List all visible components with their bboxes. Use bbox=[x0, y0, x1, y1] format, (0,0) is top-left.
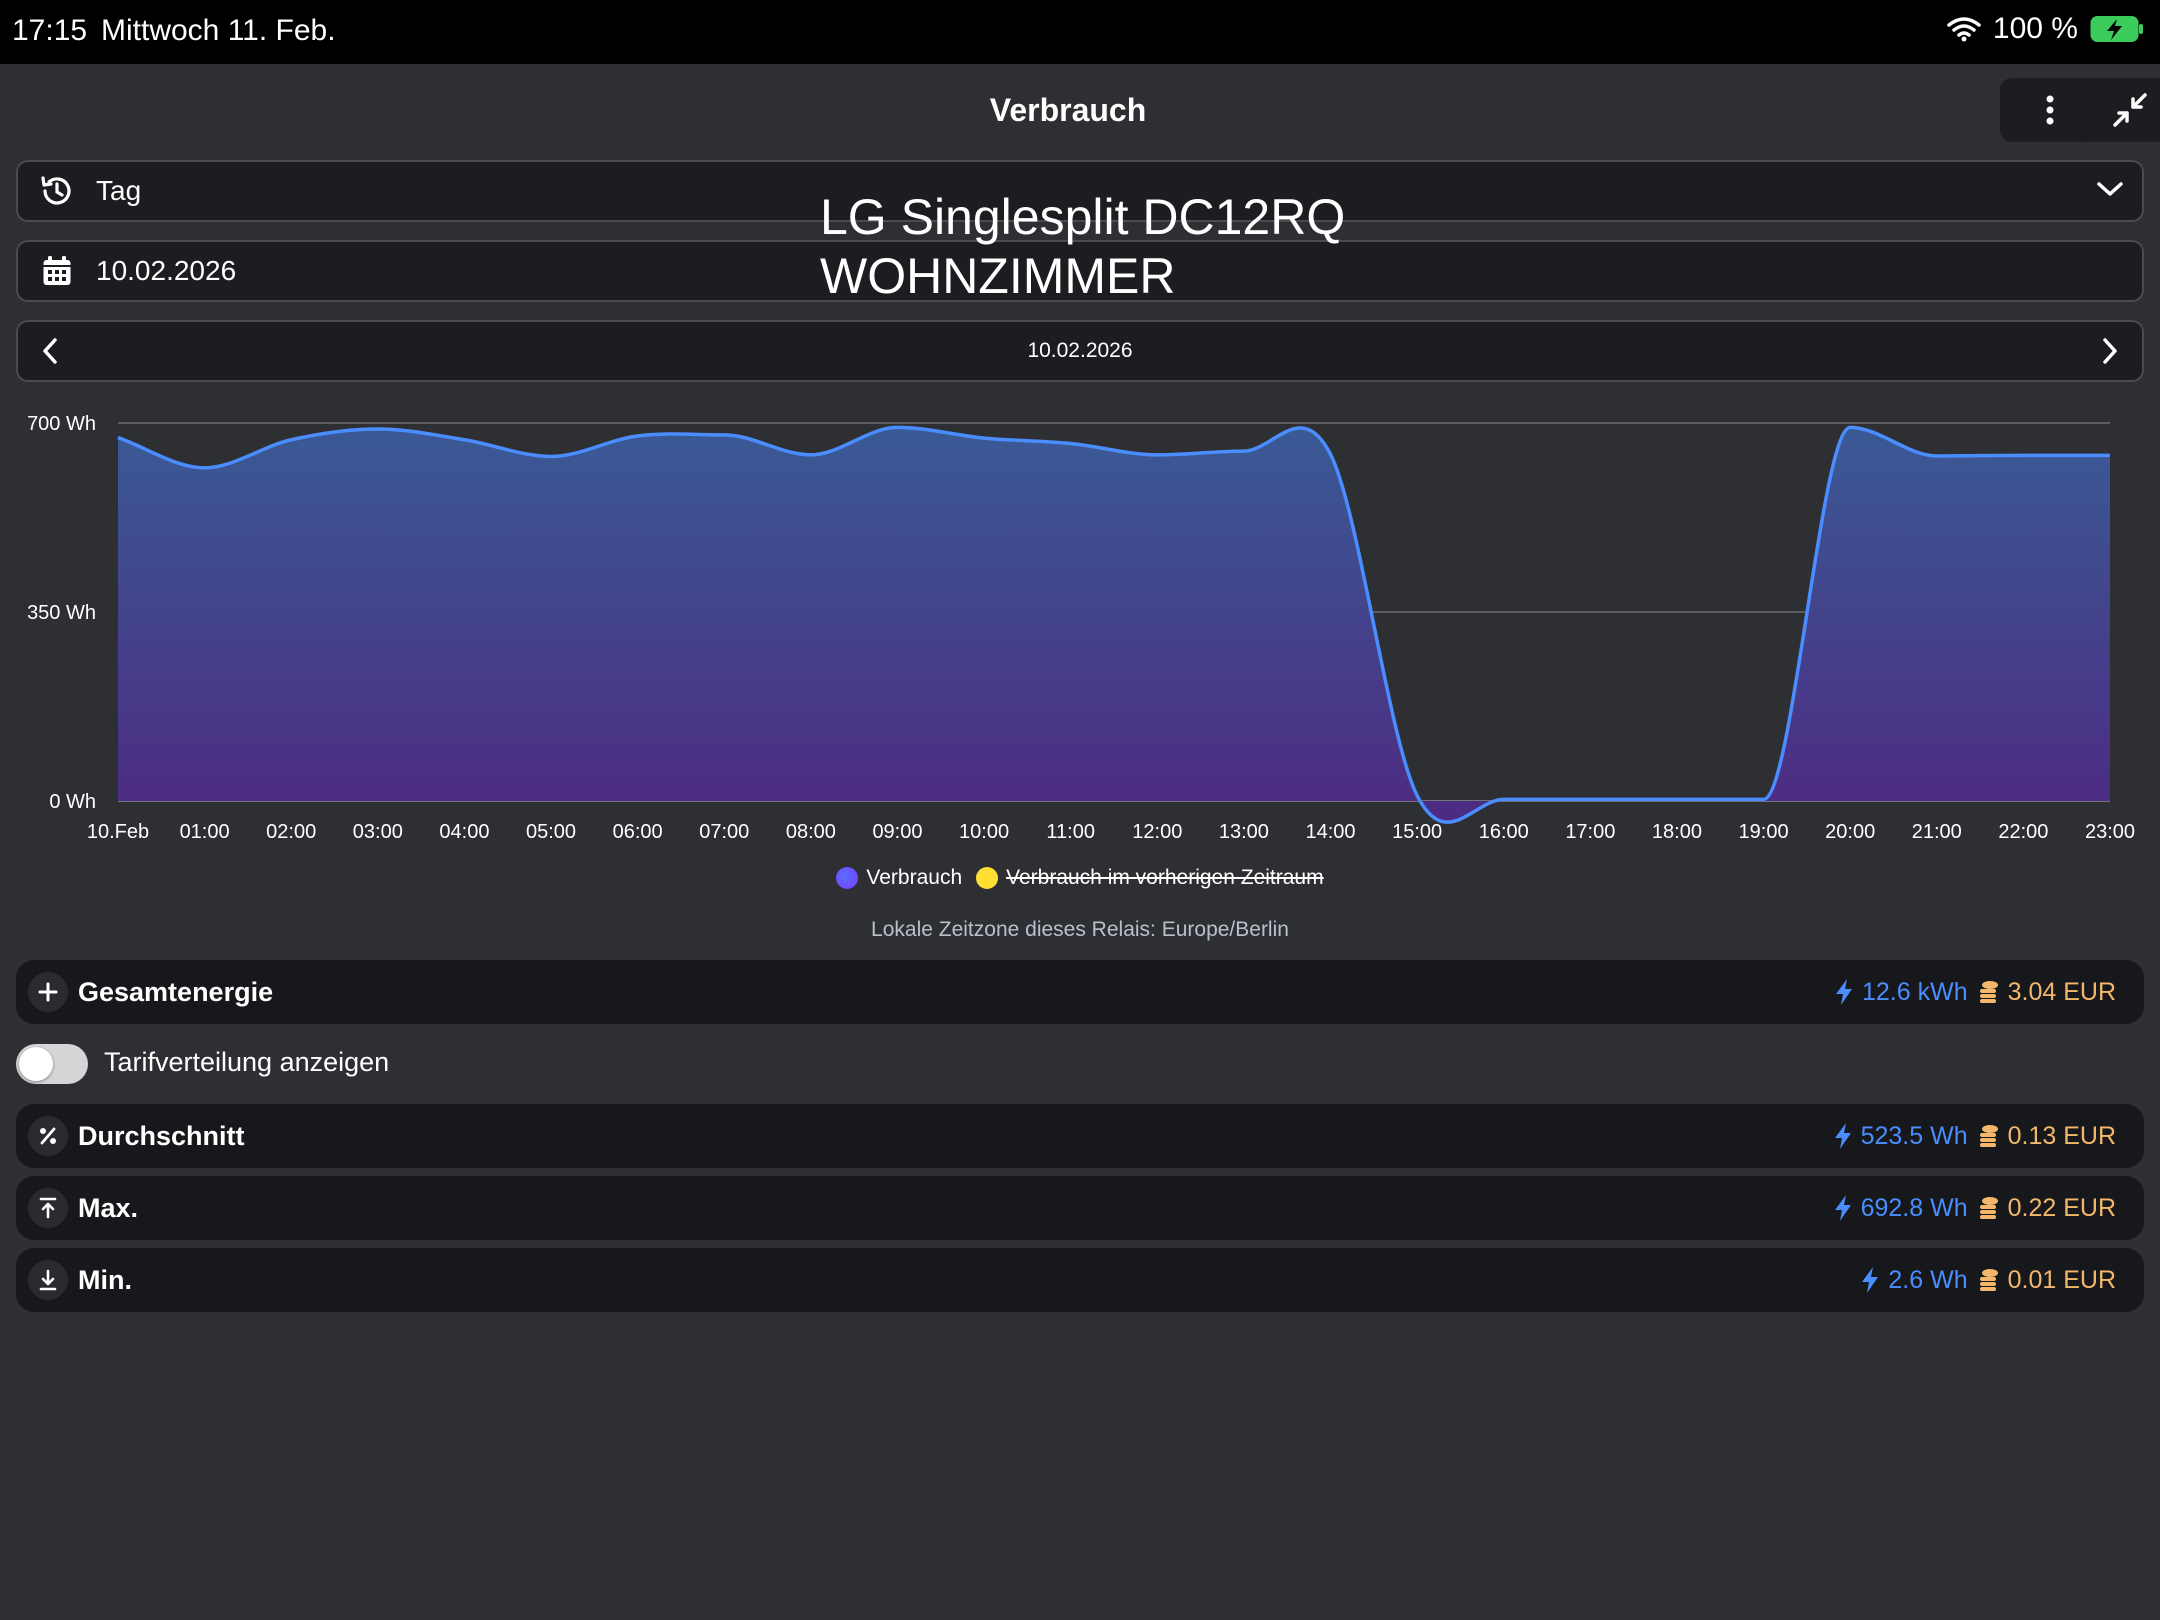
compress-icon bbox=[2113, 93, 2147, 127]
x-tick-label: 19:00 bbox=[1739, 821, 1789, 843]
total-cost-value: 3.04 EUR bbox=[2007, 977, 2116, 1006]
x-tick-label: 23:00 bbox=[2085, 821, 2135, 843]
coins-icon bbox=[1979, 981, 1998, 1003]
x-tick-label: 05:00 bbox=[526, 821, 576, 843]
max-cost-value: 0.22 EUR bbox=[2007, 1193, 2116, 1222]
min-cost-value: 0.01 EUR bbox=[2007, 1265, 2116, 1294]
status-bar: 17:15 Mittwoch 11. Feb. 100 % bbox=[0, 0, 2160, 64]
previous-day-button[interactable] bbox=[40, 336, 60, 371]
x-tick-label: 01:00 bbox=[180, 821, 230, 843]
x-tick-label: 16:00 bbox=[1479, 821, 1529, 843]
x-tick-label: 08:00 bbox=[786, 821, 836, 843]
min-label: Min. bbox=[78, 1264, 132, 1295]
y-tick-label: 700 Wh bbox=[27, 413, 96, 435]
x-tick-label: 13:00 bbox=[1219, 821, 1269, 843]
arrow-up-to-line-icon bbox=[28, 1188, 68, 1228]
average-cost-value: 0.13 EUR bbox=[2007, 1121, 2116, 1150]
bolt-icon bbox=[1836, 979, 1852, 1005]
legend-item-verbrauch[interactable]: Verbrauch bbox=[836, 866, 962, 890]
arrow-down-to-line-icon bbox=[28, 1260, 68, 1300]
chart-legend: Verbrauch Verbrauch im vorherigen Zeitra… bbox=[0, 866, 2160, 890]
bolt-icon bbox=[1862, 1267, 1879, 1293]
period-select[interactable]: Tag bbox=[16, 160, 2144, 222]
next-day-button[interactable] bbox=[2100, 336, 2120, 371]
x-tick-label: 02:00 bbox=[266, 821, 316, 843]
coins-icon bbox=[1979, 1125, 1998, 1147]
min-energy-value: 2.6 Wh bbox=[1888, 1265, 1968, 1294]
total-energy-row[interactable]: Gesamtenergie 12.6 kWh 3.04 EUR bbox=[16, 960, 2144, 1024]
consumption-chart: 0 Wh 350 Wh 700 Wh 10.Feb 01:00 02:00 03:00 04… bbox=[27, 413, 2135, 843]
battery-percent: 100 % bbox=[1992, 12, 2078, 45]
collapse-button[interactable] bbox=[2080, 78, 2160, 142]
date-field[interactable]: 10.02.2026 bbox=[16, 240, 2144, 302]
chevron-down-icon bbox=[2096, 180, 2124, 203]
bolt-icon bbox=[1834, 1195, 1851, 1221]
calendar-icon bbox=[26, 242, 88, 300]
total-energy-value: 12.6 kWh bbox=[1862, 977, 1968, 1006]
max-label: Max. bbox=[78, 1192, 139, 1223]
device-room: WOHNZIMMER bbox=[820, 248, 1176, 304]
legend-dot-verbrauch bbox=[836, 867, 859, 889]
date-navigator: 10.02.2026 bbox=[16, 320, 2144, 382]
coins-icon bbox=[1979, 1269, 1998, 1291]
timezone-note: Lokale Zeitzone dieses Relais: Europe/Be… bbox=[871, 918, 1289, 941]
period-value: Tag bbox=[96, 175, 142, 206]
x-tick-label: 21:00 bbox=[1912, 821, 1962, 843]
history-icon bbox=[26, 162, 88, 220]
x-tick-label: 14:00 bbox=[1305, 821, 1355, 843]
device-title: LG Singlesplit DC12RQ WOHNZIMMER bbox=[820, 188, 1345, 306]
total-label: Gesamtenergie bbox=[78, 976, 274, 1007]
x-tick-label: 22:00 bbox=[1998, 821, 2048, 843]
legend-dot-previous bbox=[976, 867, 999, 889]
plus-icon bbox=[28, 972, 68, 1012]
chevron-left-icon bbox=[43, 338, 57, 364]
x-tick-label: 06:00 bbox=[613, 821, 663, 843]
y-tick-label: 0 Wh bbox=[49, 791, 96, 813]
device-name: LG Singlesplit DC12RQ bbox=[820, 189, 1346, 245]
x-tick-label: 03:00 bbox=[353, 821, 403, 843]
bolt-icon bbox=[1834, 1123, 1851, 1149]
min-row: Min. 2.6 Wh 0.01 EUR bbox=[16, 1248, 2144, 1312]
x-tick-label: 17:00 bbox=[1565, 821, 1615, 843]
x-tick-label: 11:00 bbox=[1046, 821, 1095, 843]
max-energy-value: 692.8 Wh bbox=[1860, 1193, 1968, 1222]
status-time: 17:15 bbox=[12, 14, 88, 47]
chevron-right-icon bbox=[2103, 338, 2117, 364]
legend-item-previous[interactable]: Verbrauch im vorherigen Zeitraum bbox=[976, 866, 1324, 890]
page-title: Verbrauch bbox=[989, 92, 1147, 128]
x-tick-label: 18:00 bbox=[1652, 821, 1702, 843]
wifi-icon bbox=[1947, 17, 1981, 42]
status-date: Mittwoch 11. Feb. bbox=[101, 14, 336, 47]
date-value: 10.02.2026 bbox=[96, 255, 237, 286]
toggle-knob bbox=[19, 1047, 53, 1081]
tariff-toggle[interactable] bbox=[16, 1044, 88, 1084]
x-tick-label: 10.Feb bbox=[87, 821, 149, 843]
average-energy-value: 523.5 Wh bbox=[1860, 1121, 1968, 1150]
average-row: Durchschnitt 523.5 Wh 0.13 EUR bbox=[16, 1104, 2144, 1168]
coins-icon bbox=[1979, 1197, 1998, 1219]
current-date-label: 10.02.2026 bbox=[1027, 339, 1133, 362]
tariff-toggle-label: Tarifverteilung anzeigen bbox=[104, 1047, 390, 1077]
more-vertical-icon bbox=[2046, 95, 2054, 125]
x-tick-label: 04:00 bbox=[439, 821, 489, 843]
y-tick-label: 350 Wh bbox=[27, 602, 96, 624]
x-tick-label: 20:00 bbox=[1825, 821, 1875, 843]
legend-label-verbrauch: Verbrauch bbox=[866, 866, 963, 889]
x-tick-label: 09:00 bbox=[872, 821, 922, 843]
percent-icon bbox=[28, 1116, 68, 1156]
x-tick-label: 07:00 bbox=[699, 821, 749, 843]
max-row: Max. 692.8 Wh 0.22 EUR bbox=[16, 1176, 2144, 1240]
average-label: Durchschnitt bbox=[78, 1120, 245, 1151]
battery-charging-icon bbox=[2090, 16, 2143, 42]
consumption-line bbox=[117, 425, 2110, 824]
x-tick-label: 15:00 bbox=[1392, 821, 1442, 843]
status-right: 100 % bbox=[1947, 12, 2146, 46]
legend-label-previous: Verbrauch im vorherigen Zeitraum bbox=[1006, 866, 1324, 889]
consumption-area bbox=[118, 427, 2110, 823]
x-tick-label: 10:00 bbox=[959, 821, 1009, 843]
x-tick-label: 12:00 bbox=[1132, 821, 1182, 843]
